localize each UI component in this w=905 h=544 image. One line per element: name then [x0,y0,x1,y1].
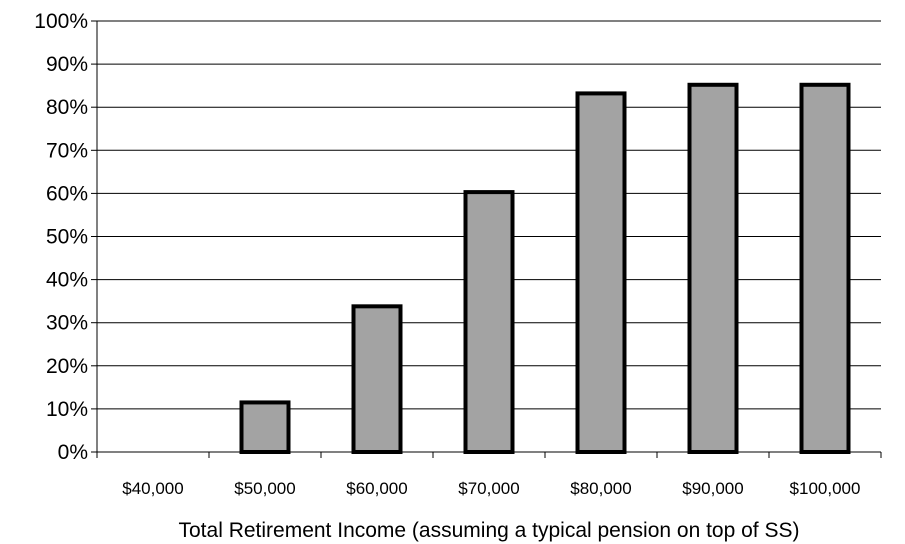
x-tick-labels: $40,000 $50,000 $60,000 $70,000 $80,000 $90,0… [122,479,860,498]
y-tick-label: 100% [34,10,88,33]
bars [239,82,851,455]
x-tick-label: $80,000 [570,479,631,498]
x-tick-label: $60,000 [346,479,407,498]
bar [575,91,627,455]
y-tick-label: 60% [46,182,88,205]
x-tick-label: $90,000 [682,479,743,498]
y-tick-label: 50% [46,226,88,249]
y-tick-label: 80% [46,96,88,119]
bar [239,400,291,454]
y-tick-labels: 0% 10% 20% 30% 40% 50% 60% 70% 80% 90% 100% [34,10,88,464]
bar [799,82,851,455]
y-tick-label: 70% [46,139,88,162]
x-tick-label: $70,000 [458,479,519,498]
x-tick-label: $50,000 [234,479,295,498]
axes [91,20,882,458]
y-tick-label: 10% [46,398,88,421]
x-tick-label: $40,000 [122,479,183,498]
y-tick-label: 0% [58,441,88,464]
y-tick-label: 30% [46,312,88,335]
x-axis-title: Total Retirement Income (assuming a typi… [179,519,800,542]
y-tick-label: 20% [46,355,88,378]
x-tick-label: $100,000 [790,479,861,498]
y-tick-label: 90% [46,53,88,76]
bar [687,82,739,455]
y-tick-label: 40% [46,269,88,292]
bar [351,304,403,454]
bar [463,190,515,454]
